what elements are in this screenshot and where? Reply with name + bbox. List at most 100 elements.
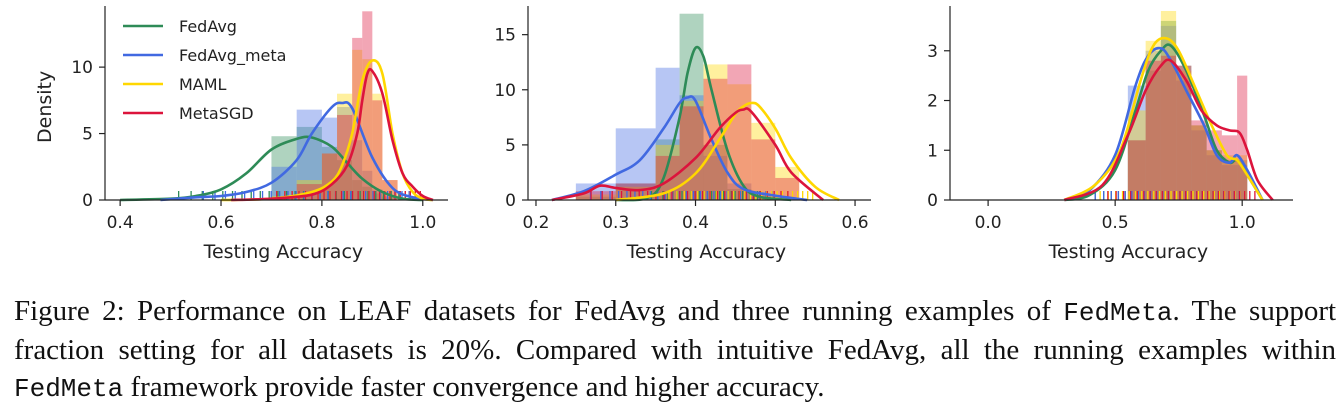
hist-bar-fedavg — [1127, 140, 1146, 200]
x-tick-label: 0.8 — [308, 213, 335, 233]
legend: FedAvg FedAvg_meta MAML MetaSGD — [123, 17, 286, 123]
kde-line-fedavg — [615, 45, 792, 202]
hist-bar-maml — [751, 122, 776, 200]
y-tick-label: 5 — [82, 125, 93, 145]
hist-bar-fedavg_meta — [1191, 130, 1207, 200]
x-tick-label: 0.6 — [842, 213, 869, 233]
hist-bar-maml — [655, 144, 680, 200]
hist-bar-metasgd — [1221, 135, 1238, 200]
hist-bar-metasgd — [1160, 55, 1177, 200]
y-tick-label: 10 — [494, 81, 516, 101]
hist-bar-fedavg_meta — [655, 67, 680, 201]
caption-line1-c: . The — [1172, 295, 1237, 327]
hist-bar-maml — [1176, 70, 1192, 201]
y-tick-label: 0 — [927, 191, 938, 211]
hist-bar-maml — [1206, 150, 1222, 200]
hist-bar-metasgd — [751, 139, 776, 200]
hist-bar-fedavg — [1191, 125, 1207, 200]
hist-bar-fedavg_meta — [575, 183, 616, 200]
hist-bar-maml — [1191, 125, 1207, 200]
kde-line-metasgd — [551, 107, 824, 202]
hist-bar-metasgd — [1176, 65, 1192, 200]
panel-3: 0.0 0.5 1.0 0 1 2 3 Testing Accuracy — [927, 6, 1293, 263]
caption-fedmeta-1: FedMeta — [1063, 298, 1173, 328]
legend-label-metasgd: MetaSGD — [179, 104, 254, 123]
caption-fedmeta-2: FedMeta — [14, 374, 124, 404]
hist-bar-metasgd — [703, 78, 728, 200]
y-tick-label: 5 — [505, 136, 516, 156]
kde-line-metasgd — [231, 67, 434, 202]
hist-bar-metasgd — [575, 191, 616, 200]
hist-bar-metasgd — [1206, 130, 1222, 200]
hist-bar-metasgd — [362, 11, 373, 201]
hist-bar-maml — [1221, 155, 1238, 200]
caption-line3-c: framework provide faster convergence and… — [123, 371, 825, 403]
x-tick-label: 0.4 — [682, 213, 709, 233]
hist-bar-fedavg — [352, 180, 363, 200]
caption-line2: support fraction setting for all dataset… — [14, 295, 1337, 366]
x-axis-label: Testing Accuracy — [626, 241, 787, 263]
hist-bar-fedavg — [1145, 70, 1161, 201]
kde-line-fedavg_meta — [1063, 46, 1264, 202]
y-tick-label: 1 — [927, 141, 938, 161]
x-tick-label: 0.5 — [1102, 213, 1129, 233]
hist-bar-maml — [1160, 10, 1177, 200]
kde-line-fedavg_meta — [160, 101, 434, 202]
legend-label-maml: MAML — [179, 75, 227, 94]
x-tick-label: 0.4 — [107, 213, 134, 233]
hist-bar-fedavg_meta — [679, 95, 704, 200]
hist-bar-fedavg — [372, 193, 383, 200]
legend-label-fedavg: FedAvg — [179, 17, 237, 36]
hist-bar-fedavg_meta — [703, 155, 728, 200]
hist-bar-maml — [575, 194, 616, 200]
hist-bar-metasgd — [1145, 60, 1161, 200]
y-tick-label: 3 — [927, 42, 938, 62]
kde-line-metasgd — [1063, 58, 1274, 202]
hist-bar-fedavg — [1221, 160, 1238, 200]
hist-bar-maml — [679, 100, 704, 200]
y-tick-label: 0 — [505, 191, 516, 211]
panel-1: 0.4 0.6 0.8 1.0 0 5 10 Testing Accuracy Density F… — [34, 6, 448, 263]
caption-line3-a: examples within — [1138, 334, 1336, 366]
hist-bar-fedavg_meta — [1206, 155, 1222, 200]
hist-bar-fedavg_meta — [1176, 80, 1192, 200]
y-tick-label: 10 — [71, 58, 93, 78]
figure: 0.4 0.6 0.8 1.0 0 5 10 Testing Accuracy Density F… — [34, 6, 1293, 263]
hist-bar-fedavg_meta — [352, 140, 363, 200]
hist-bar-fedavg_meta — [1160, 25, 1177, 201]
hist-bar-fedavg — [679, 13, 704, 200]
x-tick-label: 0.6 — [207, 213, 234, 233]
kde-line-fedavg — [120, 135, 423, 202]
x-axis-label: Testing Accuracy — [1048, 241, 1209, 263]
x-axis-label: Testing Accuracy — [203, 241, 364, 263]
hist-bar-fedavg_meta — [372, 189, 383, 200]
hist-bar-fedavg — [1206, 150, 1222, 200]
hist-bar-fedavg — [575, 196, 616, 200]
hist-bar-maml — [352, 49, 363, 200]
panel-2: 0.2 0.3 0.4 0.5 0.6 0 5 10 15 Testing Accuracy — [494, 6, 871, 263]
hist-bar-metasgd — [372, 100, 383, 200]
x-tick-label: 0.5 — [762, 213, 789, 233]
caption-line1-a: Figure 2: Performance on LEAF datasets f… — [14, 295, 1064, 327]
hist-bar-maml — [372, 93, 383, 200]
y-tick-label: 0 — [82, 191, 93, 211]
legend-label-fedavg_meta: FedAvg_meta — [179, 46, 286, 66]
kde-line-fedavg_meta — [551, 95, 808, 202]
y-tick-label: 2 — [927, 92, 938, 112]
hist-bar-maml — [362, 59, 373, 201]
x-tick-label: 1.0 — [1229, 213, 1256, 233]
hist-bar-metasgd — [1191, 120, 1207, 200]
hist-bar-fedavg — [1237, 160, 1248, 200]
hist-bar-fedavg_meta — [1221, 165, 1238, 200]
hist-bar-metasgd — [679, 106, 704, 200]
hist-bar-fedavg_meta — [1237, 165, 1248, 200]
hist-bar-fedavg_meta — [1145, 50, 1161, 201]
y-tick-label: 15 — [494, 26, 516, 46]
kde-line-maml — [220, 58, 434, 202]
hist-bar-fedavg — [1176, 65, 1192, 200]
hist-bar-maml — [1127, 110, 1146, 200]
y-axis-label: Density — [34, 71, 56, 143]
kde-line-maml — [615, 101, 840, 202]
figure-caption: Figure 2: Performance on LEAF datasets f… — [14, 293, 1336, 408]
